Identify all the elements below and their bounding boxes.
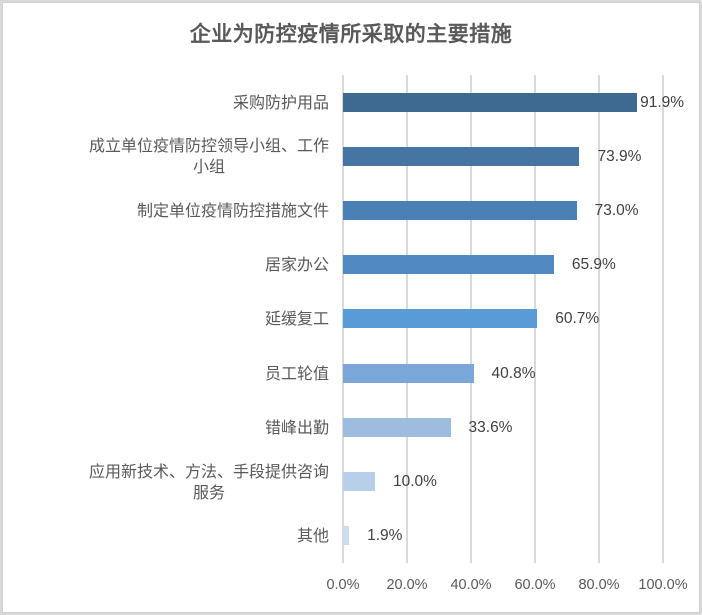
data-label: 40.8%	[491, 364, 536, 382]
data-label: 33.6%	[468, 418, 513, 436]
category-label: 成立单位疫情防控领导小组、工作 小组	[89, 135, 329, 177]
x-tick-label: 40.0%	[450, 577, 492, 593]
bar	[343, 146, 580, 166]
data-label: 91.9%	[640, 93, 685, 111]
category-label-line: 采购防护用品	[232, 92, 329, 112]
gridline	[598, 75, 600, 563]
bar	[343, 363, 474, 383]
category-label: 延缓复工	[265, 308, 329, 329]
category-label: 其他	[297, 525, 329, 546]
x-tick-label: 60.0%	[514, 577, 556, 593]
category-label: 应用新技术、方法、手段提供咨询 服务	[89, 461, 329, 503]
data-label: 73.0%	[594, 202, 639, 219]
bar	[343, 201, 577, 220]
data-label: 65.9%	[571, 256, 616, 274]
x-tick-label: 100.0%	[638, 577, 688, 593]
data-label: 60.7%	[555, 310, 600, 328]
data-label: 10.0%	[393, 473, 437, 490]
bar	[343, 472, 375, 491]
bar	[343, 92, 638, 112]
bar	[343, 309, 538, 329]
x-tick-label: 80.0%	[578, 577, 620, 593]
category-label-line: 其他	[296, 526, 329, 546]
chart-title: 企业为防控疫情所采取的主要措施	[189, 22, 513, 46]
bar	[343, 255, 554, 275]
category-label-line: 服务	[192, 482, 225, 502]
category-label-line: 居家办公	[264, 255, 329, 275]
category-label-line: 错峰出勤	[264, 417, 329, 437]
category-label: 采购防护用品	[233, 92, 329, 113]
category-label: 制定单位疫情防控措施文件	[137, 200, 329, 221]
category-label-line: 制定单位疫情防控措施文件	[136, 201, 329, 220]
category-label-line: 员工轮值	[264, 363, 329, 383]
x-tick-label: 20.0%	[386, 577, 428, 593]
bar	[343, 417, 451, 437]
category-label: 错峰出勤	[265, 417, 329, 438]
category-label: 员工轮值	[265, 363, 329, 384]
data-label: 1.9%	[367, 527, 403, 545]
category-label-line: 小组	[192, 157, 225, 177]
x-tick-label: 0.0%	[326, 577, 360, 593]
category-label-line: 延缓复工	[264, 309, 329, 329]
bar	[343, 526, 350, 546]
category-label-line: 应用新技术、方法、手段提供咨询	[88, 461, 329, 481]
gridline	[662, 75, 664, 563]
category-label: 居家办公	[265, 254, 329, 275]
category-label-line: 成立单位疫情防控领导小组、工作	[88, 136, 329, 156]
data-label: 73.9%	[597, 147, 642, 165]
